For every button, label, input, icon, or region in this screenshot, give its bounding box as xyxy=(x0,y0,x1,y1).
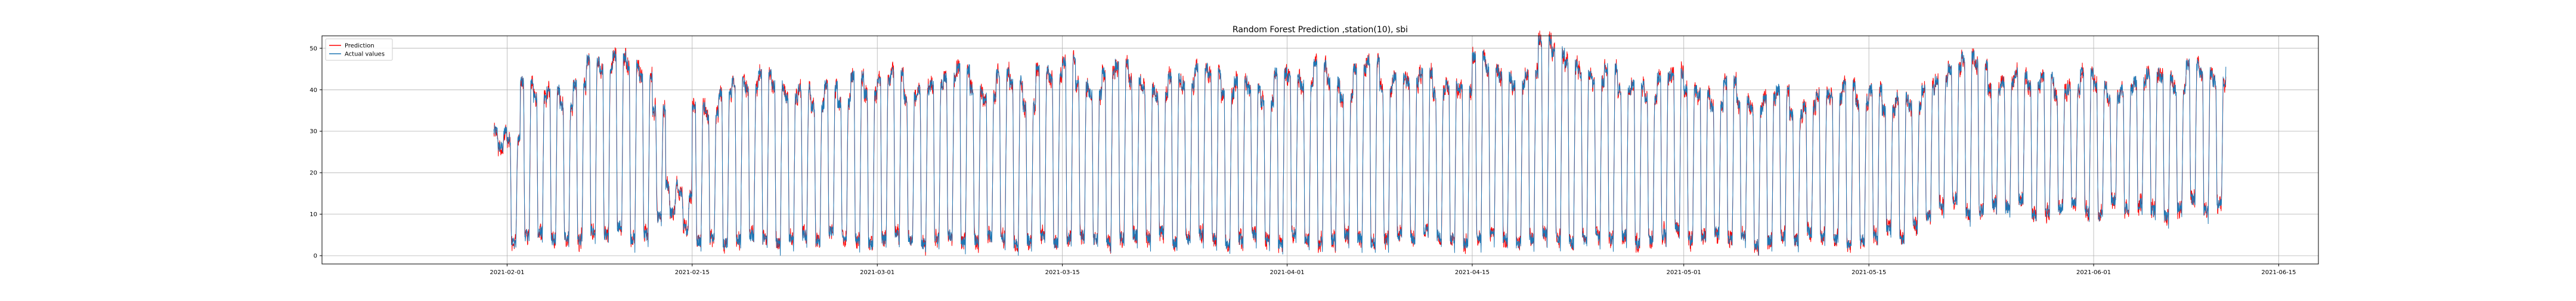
x-tick-label: 2021-06-01 xyxy=(2076,269,2111,276)
ticks: 2021-02-01 2021-02-15 2021-03-01 2021-03-15… xyxy=(309,45,2296,276)
x-tick-label: 2021-02-15 xyxy=(675,269,710,276)
chart-title: Random Forest Prediction ,station(10), s… xyxy=(1233,25,1408,35)
y-tick-label: 0 xyxy=(314,253,317,260)
x-tick-label: 2021-04-01 xyxy=(1270,269,1305,276)
legend-label: Prediction xyxy=(345,43,374,50)
series-layer xyxy=(493,30,2227,256)
series-line-prediction xyxy=(493,30,2227,256)
x-tick-label: 2021-06-15 xyxy=(2261,269,2296,276)
legend-box xyxy=(325,38,393,61)
x-tick-label: 2021-05-15 xyxy=(1852,269,1886,276)
y-tick-label: 30 xyxy=(309,128,317,135)
y-tick-label: 10 xyxy=(309,211,317,218)
y-tick-label: 20 xyxy=(309,170,317,177)
plot-frame xyxy=(321,35,2319,265)
legend-label: Actual values xyxy=(345,51,385,58)
series-line-actual xyxy=(493,35,2227,256)
x-tick-label: 2021-02-01 xyxy=(490,269,524,276)
x-tick-label: 2021-04-15 xyxy=(1455,269,1490,276)
x-tick-label: 2021-05-01 xyxy=(1667,269,1701,276)
y-tick-label: 40 xyxy=(309,87,317,94)
x-tick-label: 2021-03-15 xyxy=(1045,269,1080,276)
y-tick-label: 50 xyxy=(309,45,317,52)
x-tick-label: 2021-03-01 xyxy=(860,269,894,276)
